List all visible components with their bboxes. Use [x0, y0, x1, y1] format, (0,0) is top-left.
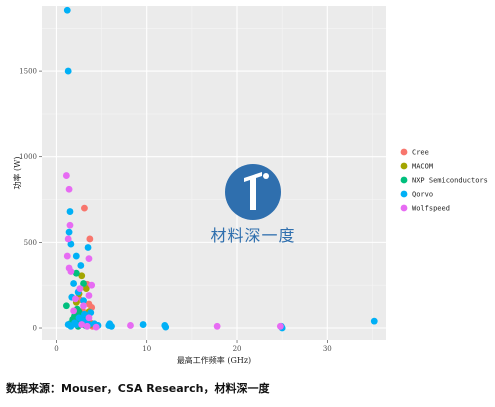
data-point-qorvo [64, 67, 72, 75]
legend: Cree MACOM NXP Semiconductors Qorvo Wolfspee… [400, 148, 488, 213]
data-point-wolfspeed [85, 255, 93, 263]
data-point-qorvo [139, 321, 147, 328]
data-point-wolfspeed [276, 322, 284, 330]
data-point-qorvo [66, 208, 74, 215]
data-point-nxp-semiconductors [80, 280, 87, 287]
data-point-qorvo [105, 322, 113, 329]
legend-label-wolfspeed: Wolfspeed [412, 205, 450, 213]
x-tick-label: 30 [323, 345, 332, 353]
legend-key-cree [400, 148, 408, 156]
data-points [62, 6, 378, 332]
data-point-macom [82, 285, 90, 293]
legend-key-macom [400, 162, 408, 170]
data-point-qorvo [370, 317, 378, 325]
y-tick-label: 0 [33, 325, 37, 333]
data-point-qorvo [80, 297, 87, 305]
data-point-wolfspeed [67, 268, 75, 275]
legend-key-nxp-semiconductors [400, 176, 408, 184]
y-axis-title: 功率 (W) [12, 156, 22, 189]
data-point-qorvo [162, 323, 170, 331]
legend-label-macom: MACOM [412, 163, 433, 171]
data-point-qorvo [63, 6, 71, 14]
legend-key-qorvo [400, 190, 408, 198]
watermark-dot [263, 173, 269, 179]
watermark-glyph [244, 172, 262, 210]
data-point-qorvo [70, 280, 78, 287]
data-point-cree [81, 204, 88, 212]
data-point-wolfspeed [63, 252, 71, 260]
data-point-wolfspeed [62, 172, 70, 179]
y-tick-label: 1500 [19, 68, 37, 76]
y-axis-ticks: 0 500 1000 1500 [19, 68, 42, 333]
data-point-wolfspeed [66, 221, 74, 229]
data-point-wolfspeed [65, 185, 73, 193]
watermark-logo: 材料深一度 [210, 164, 295, 245]
data-point-cree [86, 235, 94, 243]
data-point-qorvo [77, 262, 85, 269]
legend-label-qorvo: Qorvo [412, 191, 433, 199]
data-point-nxp-semiconductors [72, 269, 80, 277]
watermark-text: 材料深一度 [210, 226, 295, 245]
data-point-qorvo [87, 309, 95, 316]
plot-panel [42, 6, 386, 340]
x-axis-title: 最高工作频率 (GHz) [177, 355, 251, 365]
x-tick-label: 10 [142, 345, 151, 353]
data-point-wolfspeed [92, 323, 100, 331]
data-point-qorvo [67, 322, 75, 330]
data-point-wolfspeed [72, 295, 79, 303]
data-point-qorvo [67, 240, 75, 248]
data-point-qorvo [65, 228, 73, 236]
data-point-wolfspeed [76, 285, 84, 293]
data-point-wolfspeed [85, 314, 93, 322]
data-point-nxp-semiconductors [62, 302, 70, 310]
data-point-qorvo [84, 244, 92, 251]
data-point-qorvo [72, 321, 80, 328]
x-axis-ticks: 0 10 20 30 [54, 340, 332, 353]
data-point-macom [78, 272, 86, 280]
data-point-wolfspeed [78, 321, 86, 328]
legend-key-wolfspeed [400, 204, 408, 212]
source-note: 数据来源：Mouser，CSA Research，材料深一度 [6, 382, 270, 395]
data-point-wolfspeed [85, 292, 93, 299]
data-point-wolfspeed [213, 322, 221, 330]
data-point-qorvo [72, 252, 80, 260]
legend-label-nxp-semiconductors: NXP Semiconductors [412, 177, 488, 185]
legend-label-cree: Cree [412, 149, 429, 157]
data-point-wolfspeed [88, 281, 96, 289]
y-tick-label: 1000 [19, 153, 37, 161]
major-gridlines [42, 6, 386, 340]
x-tick-label: 0 [54, 345, 58, 353]
data-point-wolfspeed [80, 302, 87, 310]
x-tick-label: 20 [233, 345, 242, 353]
data-point-wolfspeed [70, 307, 78, 315]
y-tick-label: 500 [24, 239, 37, 247]
minor-gridlines [42, 6, 386, 340]
data-point-wolfspeed [83, 322, 91, 330]
data-point-wolfspeed [127, 322, 134, 329]
data-point-wolfspeed [64, 235, 72, 243]
